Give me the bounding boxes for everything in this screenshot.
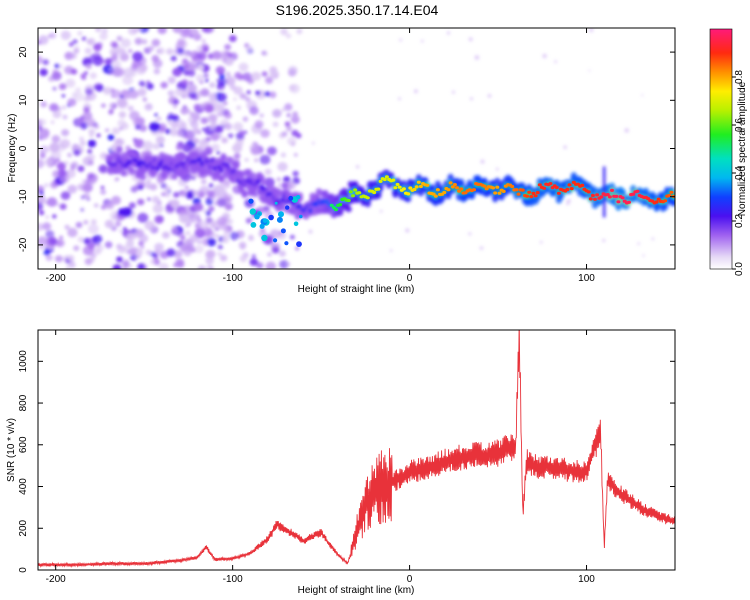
y-tick-label: 10 bbox=[18, 94, 29, 106]
snr-panel: -200 -100 0 100 0 200 400 600 800 1000 Height of… bbox=[6, 329, 676, 596]
x-tick-label: 100 bbox=[578, 273, 595, 284]
x-tick-label: 0 bbox=[407, 273, 413, 284]
snr-series-line bbox=[38, 330, 675, 568]
x-tick-label: 100 bbox=[578, 574, 595, 585]
colorbar: 0.0 0.2 0.4 0.6 0.8 Normalized spectral ampl… bbox=[709, 28, 748, 276]
colorbar-tick-label: 0.0 bbox=[734, 262, 745, 276]
y-tick-label: 0 bbox=[18, 567, 29, 573]
snr-x-axis-label: Height of straight line (km) bbox=[298, 585, 415, 596]
colorbar-gradient bbox=[709, 28, 733, 270]
spectrogram-y-axis-label: Frequency (Hz) bbox=[7, 114, 18, 183]
spectrogram-heat-layer bbox=[38, 28, 675, 269]
colorbar-tick-label: 0.4 bbox=[734, 166, 745, 180]
colorbar-ticks: 0.0 0.2 0.4 0.6 0.8 bbox=[732, 70, 745, 276]
colorbar-tick-label: 0.8 bbox=[734, 70, 745, 84]
x-tick-label: -100 bbox=[223, 273, 243, 284]
spectrogram-ridge bbox=[105, 146, 675, 248]
x-tick-label: -200 bbox=[46, 574, 66, 585]
snr-frame bbox=[37, 329, 676, 571]
y-tick-label: 0 bbox=[18, 145, 29, 151]
snr-y-axis: 0 200 400 600 800 1000 bbox=[18, 350, 675, 573]
y-tick-label: -20 bbox=[18, 237, 29, 252]
spectrogram-x-axis: -200 -100 0 100 bbox=[46, 28, 595, 284]
y-tick-label: 1000 bbox=[18, 350, 29, 373]
x-tick-label: -200 bbox=[46, 273, 66, 284]
colorbar-tick-label: 0.2 bbox=[734, 214, 745, 228]
x-tick-label: -100 bbox=[223, 574, 243, 585]
colorbar-tick-label: 0.6 bbox=[734, 118, 745, 132]
y-tick-label: -10 bbox=[18, 189, 29, 204]
snr-y-axis-label: SNR (10 * v/v) bbox=[6, 418, 17, 482]
spectrogram-y-axis: -20 -10 0 10 20 bbox=[18, 46, 675, 252]
y-tick-label: 20 bbox=[18, 46, 29, 58]
colorbar-label: Normalized spectral amplitude bbox=[737, 81, 748, 216]
x-tick-label: 0 bbox=[407, 574, 413, 585]
snr-x-axis: -200 -100 0 100 bbox=[46, 330, 595, 585]
y-tick-label: 400 bbox=[18, 478, 29, 495]
chart-title: S196.2025.350.17.14.E04 bbox=[276, 2, 439, 18]
y-tick-label: 600 bbox=[18, 436, 29, 453]
y-tick-label: 800 bbox=[18, 394, 29, 411]
y-tick-label: 200 bbox=[18, 519, 29, 536]
spectrogram-x-axis-label: Height of straight line (km) bbox=[298, 284, 415, 295]
